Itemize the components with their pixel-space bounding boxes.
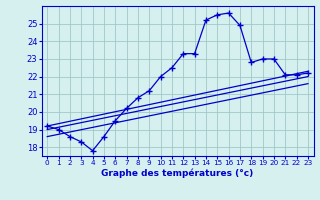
X-axis label: Graphe des températures (°c): Graphe des températures (°c) xyxy=(101,169,254,178)
